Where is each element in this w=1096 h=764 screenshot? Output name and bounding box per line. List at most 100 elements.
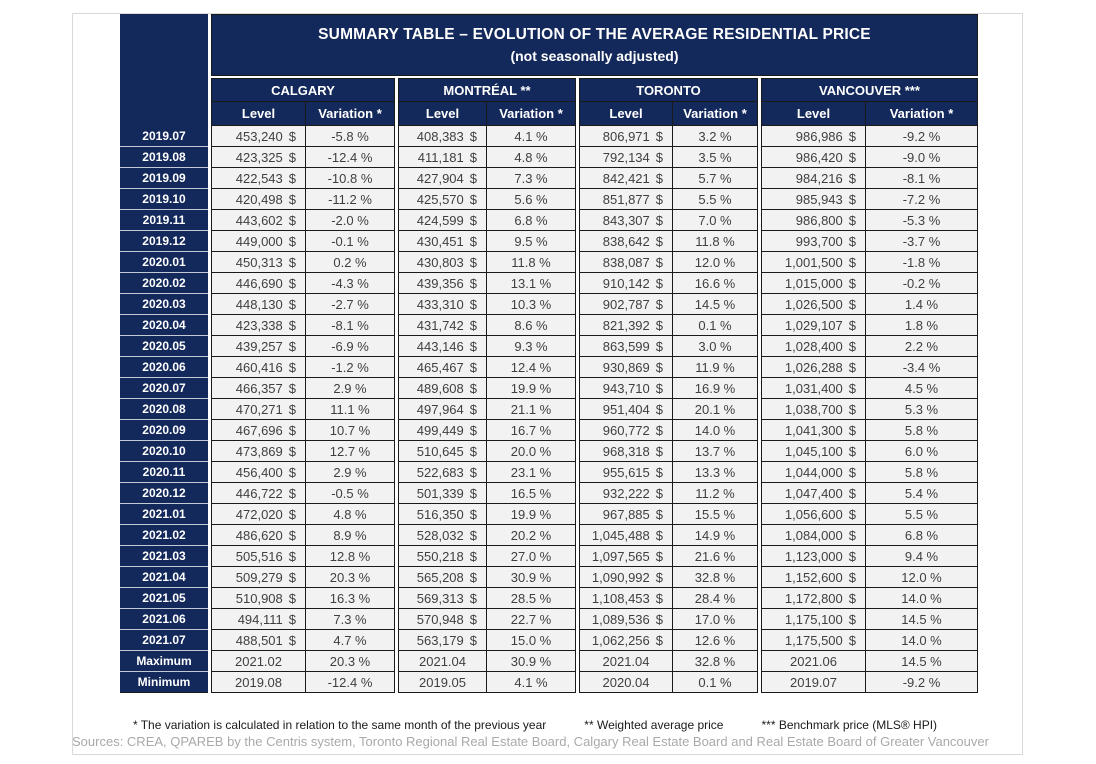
- currency-symbol: $: [469, 632, 477, 648]
- variation-cell: 9.4 %: [866, 546, 978, 567]
- variation-cell: -0.5 %: [306, 483, 395, 504]
- variation-cell: -2.7 %: [306, 294, 395, 315]
- currency-symbol: $: [288, 233, 296, 249]
- variation-cell: 1.4 %: [866, 294, 978, 315]
- level-cell: 955,615 $: [579, 462, 673, 483]
- column-header-variation-toronto: Variation *: [673, 102, 758, 126]
- table-row: Maximum 2021.02 20.3 % 2021.04 30.9 % 2021.04…: [120, 651, 978, 672]
- level-cell: 984,216 $: [761, 168, 866, 189]
- currency-symbol: $: [288, 128, 296, 144]
- variation-cell: 11.8 %: [673, 231, 758, 252]
- variation-cell: 32.8 %: [673, 651, 758, 672]
- level-cell: 838,087 $: [579, 252, 673, 273]
- level-cell: 431,742 $: [398, 315, 487, 336]
- variation-cell: 21.1 %: [487, 399, 576, 420]
- table-row: 2020.12 446,722 $ -0.5 % 501,339 $16.5 % 932,2…: [120, 483, 978, 504]
- level-cell: 842,421 $: [579, 168, 673, 189]
- table-row: 2020.01 450,313 $0.2 % 430,803 $11.8 % 838,08…: [120, 252, 978, 273]
- variation-cell: 9.5 %: [487, 231, 576, 252]
- currency-symbol: $: [848, 611, 856, 627]
- level-cell: 443,602 $: [211, 210, 306, 231]
- variation-cell: 5.5 %: [673, 189, 758, 210]
- level-cell: 993,700 $: [761, 231, 866, 252]
- variation-cell: 4.8 %: [487, 147, 576, 168]
- variation-cell: 11.8 %: [487, 252, 576, 273]
- level-cell: 2019.07: [761, 672, 866, 693]
- currency-symbol: $: [469, 128, 477, 144]
- table-header: SUMMARY TABLE – EVOLUTION OF THE AVERAGE…: [120, 14, 978, 126]
- variation-cell: 2.2 %: [866, 336, 978, 357]
- footnote-variation: * The variation is calculated in relatio…: [132, 718, 547, 732]
- city-header-toronto: TORONTO: [579, 78, 758, 102]
- table-row: 2021.06 494,111 $7.3 % 570,948 $22.7 % 1,089,…: [120, 609, 978, 630]
- variation-cell: 6.8 %: [866, 525, 978, 546]
- currency-symbol: $: [848, 338, 856, 354]
- currency-symbol: $: [655, 590, 663, 606]
- variation-cell: -8.1 %: [306, 315, 395, 336]
- level-cell: 433,310 $: [398, 294, 487, 315]
- level-cell: 2021.04: [579, 651, 673, 672]
- variation-cell: -10.8 %: [306, 168, 395, 189]
- level-cell: 821,392 $: [579, 315, 673, 336]
- table-row: 2020.11 456,400 $2.9 % 522,683 $23.1 % 955,61…: [120, 462, 978, 483]
- currency-symbol: $: [469, 149, 477, 165]
- level-cell: 425,570 $: [398, 189, 487, 210]
- level-cell: 472,020 $: [211, 504, 306, 525]
- level-cell: 497,964 $: [398, 399, 487, 420]
- currency-symbol: $: [655, 485, 663, 501]
- level-cell: 960,772 $: [579, 420, 673, 441]
- level-cell: 499,449 $: [398, 420, 487, 441]
- currency-symbol: $: [469, 464, 477, 480]
- level-cell: 985,943 $: [761, 189, 866, 210]
- currency-symbol: $: [848, 506, 856, 522]
- variation-cell: 6.0 %: [866, 441, 978, 462]
- level-cell: 443,146 $: [398, 336, 487, 357]
- price-table: SUMMARY TABLE – EVOLUTION OF THE AVERAGE…: [120, 14, 978, 693]
- currency-symbol: $: [848, 128, 856, 144]
- level-cell: 932,222 $: [579, 483, 673, 504]
- table-row: 2021.01 472,020 $4.8 % 516,350 $19.9 % 967,88…: [120, 504, 978, 525]
- currency-symbol: $: [848, 275, 856, 291]
- variation-cell: 20.0 %: [487, 441, 576, 462]
- level-cell: 1,175,100 $: [761, 609, 866, 630]
- currency-symbol: $: [288, 212, 296, 228]
- currency-symbol: $: [848, 569, 856, 585]
- variation-cell: 2.9 %: [306, 462, 395, 483]
- variation-cell: 12.4 %: [487, 357, 576, 378]
- row-label: 2020.03: [120, 294, 208, 315]
- variation-cell: -3.7 %: [866, 231, 978, 252]
- variation-cell: 12.7 %: [306, 441, 395, 462]
- row-label: 2020.09: [120, 420, 208, 441]
- variation-cell: 27.0 %: [487, 546, 576, 567]
- variation-cell: 30.9 %: [487, 567, 576, 588]
- level-cell: 863,599 $: [579, 336, 673, 357]
- currency-symbol: $: [655, 149, 663, 165]
- variation-cell: 13.1 %: [487, 273, 576, 294]
- currency-symbol: $: [469, 233, 477, 249]
- column-header-level-calgary: Level: [211, 102, 306, 126]
- variation-cell: 11.9 %: [673, 357, 758, 378]
- variation-cell: 20.1 %: [673, 399, 758, 420]
- currency-symbol: $: [469, 338, 477, 354]
- variation-cell: 28.4 %: [673, 588, 758, 609]
- currency-symbol: $: [848, 191, 856, 207]
- currency-symbol: $: [469, 296, 477, 312]
- table-row: 2021.02 486,620 $8.9 % 528,032 $20.2 % 1,045,…: [120, 525, 978, 546]
- table-row: 2020.03 448,130 $ -2.7 % 433,310 $10.3 % 902,7…: [120, 294, 978, 315]
- currency-symbol: $: [288, 296, 296, 312]
- variation-cell: -9.2 %: [866, 672, 978, 693]
- currency-symbol: $: [469, 485, 477, 501]
- variation-cell: 5.5 %: [866, 504, 978, 525]
- level-cell: 489,608 $: [398, 378, 487, 399]
- row-label: 2021.03: [120, 546, 208, 567]
- variation-cell: 20.3 %: [306, 651, 395, 672]
- level-cell: 439,356 $: [398, 273, 487, 294]
- variation-cell: 7.3 %: [306, 609, 395, 630]
- level-cell: 2019.08: [211, 672, 306, 693]
- level-cell: 528,032 $: [398, 525, 487, 546]
- currency-symbol: $: [288, 569, 296, 585]
- variation-cell: 32.8 %: [673, 567, 758, 588]
- row-label: Maximum: [120, 651, 208, 672]
- variation-cell: 14.0 %: [673, 420, 758, 441]
- currency-symbol: $: [655, 548, 663, 564]
